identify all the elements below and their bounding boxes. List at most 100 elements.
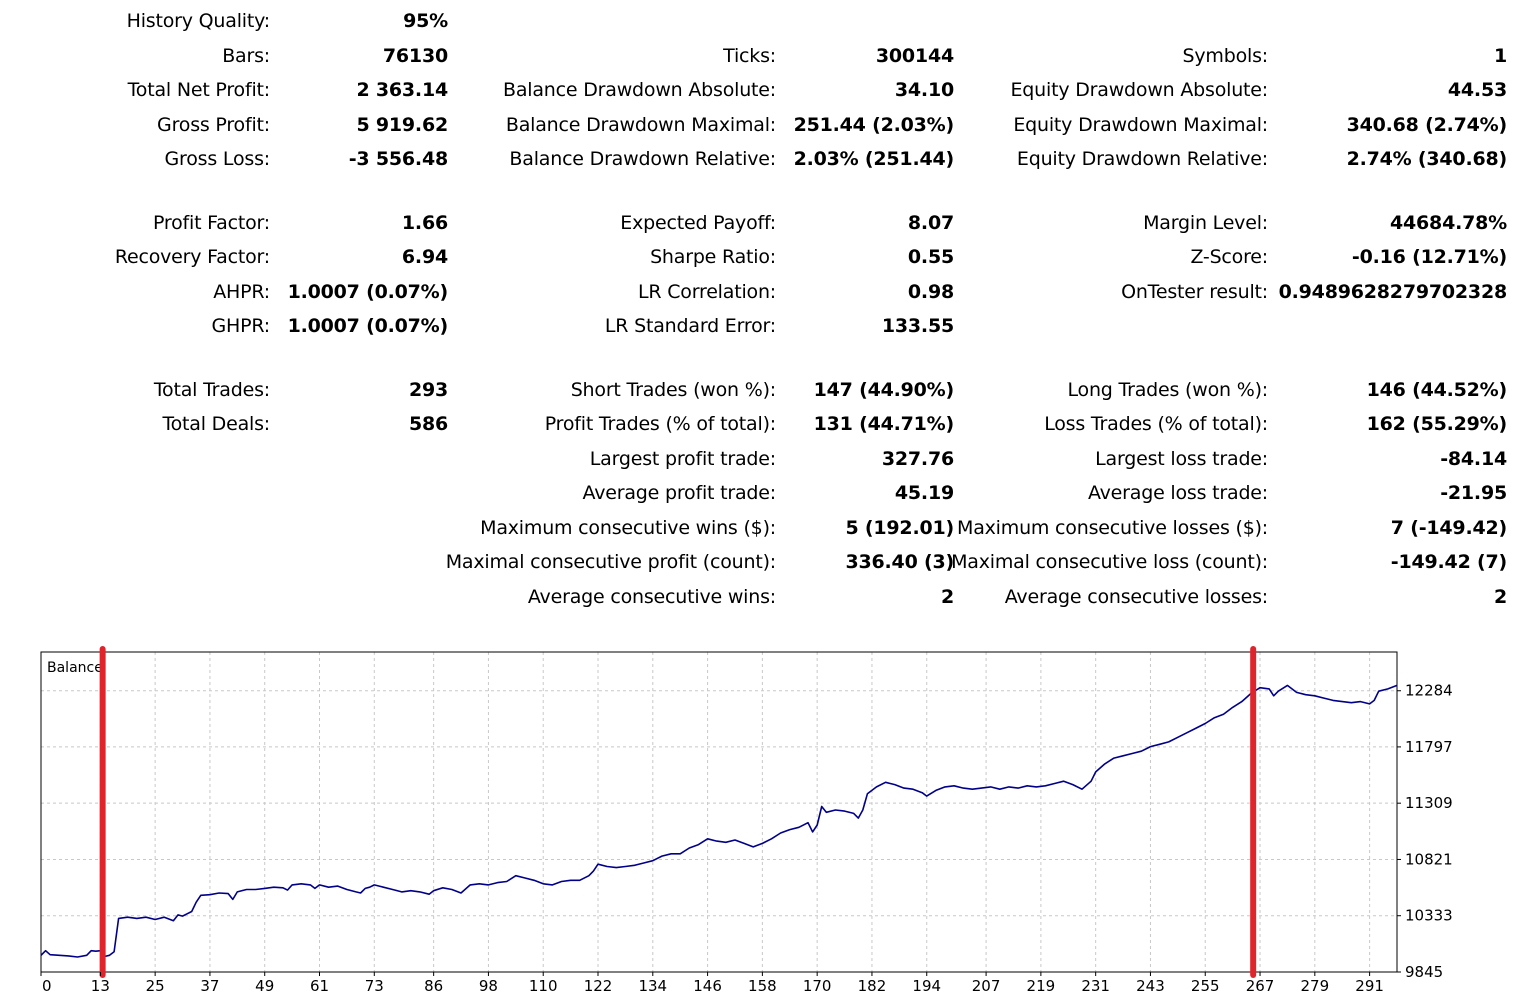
balance-chart: Balance 12284 11797 11309 10821 10333 9845 0 13 2… (0, 640, 1527, 1008)
y-tick-label: 11797 (1405, 738, 1453, 756)
stat-value-equity-drawdown-relative: 2.74% (340.68) (1346, 148, 1508, 170)
stat-label-average-consecutive-wins: Average consecutive wins: (527, 586, 776, 608)
stat-value-symbols: 1 (1493, 45, 1507, 67)
stat-value-sharpe-ratio: 0.55 (907, 246, 954, 268)
y-tick-label: 10821 (1405, 850, 1453, 868)
stat-label-margin-level: Margin Level: (1143, 212, 1268, 234)
stat-value-lr-standard-error: 133.55 (881, 315, 954, 337)
stat-value-maximal-consecutive-loss-count: -149.42 (7) (1390, 551, 1507, 573)
stat-value-average-profit-trade: 45.19 (894, 482, 954, 504)
x-tick-label: 267 (1246, 977, 1275, 995)
x-tick-label: 0 (42, 977, 52, 995)
x-tick-label: 170 (803, 977, 832, 995)
stat-label-maximum-consecutive-losses: Maximum consecutive losses ($): (957, 517, 1268, 539)
stat-label-equity-drawdown-absolute: Equity Drawdown Absolute: (1010, 79, 1269, 101)
stat-label-gross-loss: Gross Loss: (164, 148, 271, 170)
stat-label-maximal-consecutive-profit-count: Maximal consecutive profit (count): (445, 551, 776, 573)
x-tick-label: 243 (1136, 977, 1165, 995)
stat-label-lr-standard-error: LR Standard Error: (604, 315, 776, 337)
stat-value-maximum-consecutive-wins: 5 (192.01) (845, 517, 954, 539)
stat-value-balance-drawdown-absolute: 34.10 (894, 79, 954, 101)
stat-label-average-profit-trade: Average profit trade: (582, 482, 777, 504)
stat-label-history-quality: History Quality: (126, 10, 271, 32)
stat-value-largest-loss-trade: -84.14 (1440, 448, 1507, 470)
stat-label-lr-correlation: LR Correlation: (638, 281, 776, 303)
balance-chart-svg: Balance 12284 11797 11309 10821 10333 9845 0 13 2… (40, 646, 1453, 995)
stat-label-ticks: Ticks: (723, 45, 776, 67)
plot-frame (40, 651, 1398, 973)
y-tick-label: 11309 (1405, 794, 1453, 812)
y-tick-label: 12284 (1405, 682, 1453, 700)
stat-label-ahpr: AHPR: (213, 281, 270, 303)
x-tick-label: 61 (310, 977, 329, 995)
stat-value-loss-trades-of-total: 162 (55.29%) (1366, 413, 1508, 435)
x-tick-label: 25 (146, 977, 165, 995)
stat-label-long-trades-won: Long Trades (won %): (1067, 379, 1268, 401)
stat-value-bars: 76130 (382, 45, 448, 67)
stat-value-gross-loss: -3 556.48 (348, 148, 448, 170)
stat-label-equity-drawdown-relative: Equity Drawdown Relative: (1016, 148, 1268, 170)
x-tick-label: 194 (912, 977, 941, 995)
stat-value-average-loss-trade: -21.95 (1440, 482, 1507, 504)
stat-value-expected-payoff: 8.07 (907, 212, 954, 234)
x-tick-label: 110 (529, 977, 558, 995)
stat-label-average-consecutive-losses: Average consecutive losses: (1004, 586, 1268, 608)
stat-value-total-net-profit: 2 363.14 (356, 79, 448, 101)
y-tick-label: 9845 (1405, 963, 1443, 981)
stat-value-total-trades: 293 (408, 379, 448, 401)
stat-label-ontester-result: OnTester result: (1121, 281, 1268, 303)
stat-value-margin-level: 44684.78% (1390, 212, 1507, 234)
stat-label-loss-trades-of-total: Loss Trades (% of total): (1044, 413, 1268, 435)
stat-value-equity-drawdown-absolute: 44.53 (1447, 79, 1507, 101)
stat-value-ontester-result: 0.9489628279702328 (1278, 281, 1508, 303)
x-tick-label: 279 (1300, 977, 1329, 995)
stat-label-profit-trades-of-total: Profit Trades (% of total): (544, 413, 776, 435)
stat-label-largest-loss-trade: Largest loss trade: (1095, 448, 1268, 470)
stat-label-largest-profit-trade: Largest profit trade: (589, 448, 776, 470)
y-tick-label: 10333 (1405, 907, 1453, 925)
stat-value-ghpr: 1.0007 (0.07%) (287, 315, 449, 337)
stat-label-z-score: Z-Score: (1190, 246, 1268, 268)
stat-label-balance-drawdown-absolute: Balance Drawdown Absolute: (503, 79, 776, 101)
stat-value-maximum-consecutive-losses: 7 (-149.42) (1390, 517, 1507, 539)
x-tick-label: 158 (748, 977, 777, 995)
stat-label-total-trades: Total Trades: (153, 379, 270, 401)
stat-value-profit-factor: 1.66 (401, 212, 448, 234)
x-tick-label: 49 (255, 977, 274, 995)
x-tick-label: 122 (584, 977, 613, 995)
stat-label-average-loss-trade: Average loss trade: (1087, 482, 1268, 504)
x-tick-label: 98 (479, 977, 498, 995)
stat-label-symbols: Symbols: (1182, 45, 1269, 67)
stat-value-maximal-consecutive-profit-count: 336.40 (3) (845, 551, 954, 573)
stat-value-recovery-factor: 6.94 (401, 246, 448, 268)
stat-label-recovery-factor: Recovery Factor: (114, 246, 270, 268)
stat-value-ticks: 300144 (875, 45, 954, 67)
x-tick-label: 13 (91, 977, 110, 995)
stat-label-balance-drawdown-relative: Balance Drawdown Relative: (509, 148, 776, 170)
x-tick-label: 86 (424, 977, 443, 995)
stat-value-z-score: -0.16 (12.71%) (1351, 246, 1507, 268)
x-tick-label: 231 (1081, 977, 1110, 995)
stat-label-total-net-profit: Total Net Profit: (127, 79, 271, 101)
stat-value-balance-drawdown-maximal: 251.44 (2.03%) (793, 114, 955, 136)
stat-value-balance-drawdown-relative: 2.03% (251.44) (793, 148, 955, 170)
stat-value-ahpr: 1.0007 (0.07%) (287, 281, 449, 303)
x-tick-label: 73 (365, 977, 384, 995)
stat-value-history-quality: 95% (403, 10, 448, 32)
x-tick-label: 255 (1191, 977, 1220, 995)
stat-value-largest-profit-trade: 327.76 (881, 448, 954, 470)
stat-value-profit-trades-of-total: 131 (44.71%) (813, 413, 955, 435)
stat-value-gross-profit: 5 919.62 (356, 114, 448, 136)
stat-label-bars: Bars: (222, 45, 270, 67)
chart-title: Balance (47, 660, 103, 676)
x-tick-label: 37 (200, 977, 219, 995)
x-tick-label: 134 (638, 977, 667, 995)
x-tick-label: 291 (1355, 977, 1384, 995)
stat-label-expected-payoff: Expected Payoff: (620, 212, 776, 234)
stat-value-total-deals: 586 (408, 413, 448, 435)
x-tick-label: 146 (693, 977, 722, 995)
stat-label-ghpr: GHPR: (211, 315, 271, 337)
stat-label-profit-factor: Profit Factor: (152, 212, 270, 234)
stat-label-sharpe-ratio: Sharpe Ratio: (650, 246, 776, 268)
stat-value-lr-correlation: 0.98 (907, 281, 954, 303)
